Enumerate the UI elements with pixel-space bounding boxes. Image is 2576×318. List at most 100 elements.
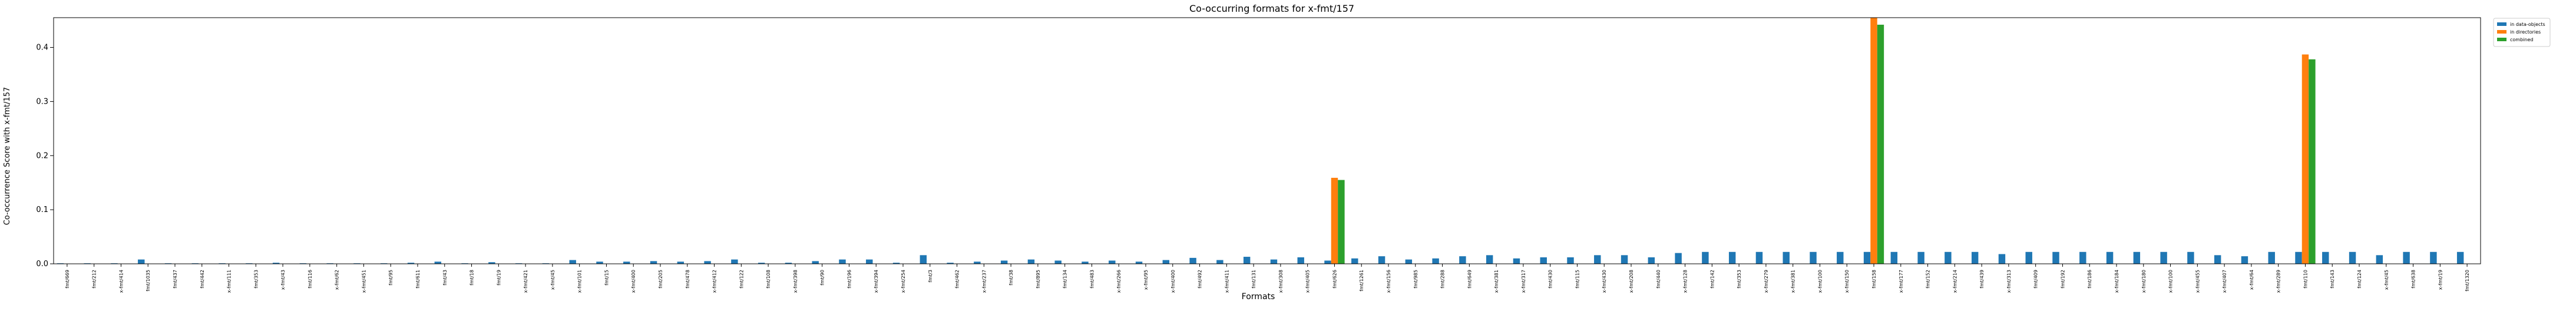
bar-in-data-objects: [2052, 251, 2059, 264]
x-tick-label: x-fmt/64: [2249, 270, 2254, 290]
x-tick-label: fmt/353: [253, 270, 259, 289]
legend-box: [2493, 18, 2551, 47]
x-tick-label: x-fmt/266: [1116, 270, 1122, 293]
legend: in data-objects in directories combined: [2493, 18, 2551, 47]
x-tick-label: x-fmt/421: [523, 270, 528, 293]
bar-in-data-objects: [2241, 256, 2248, 264]
x-tick-label: fmt/18: [469, 270, 475, 286]
bar-in-data-objects: [2214, 255, 2221, 264]
legend-label: in data-objects: [2510, 22, 2545, 27]
bar-in-data-objects: [1648, 257, 1655, 264]
bar-in-data-objects: [1567, 257, 1574, 264]
x-tick-label: fmt/462: [955, 270, 960, 289]
x-tick-label: fmt/1035: [146, 270, 151, 292]
bar-in-data-objects: [1675, 253, 1682, 264]
bar-in-data-objects: [2187, 251, 2194, 264]
x-tick-label: x-fmt/411: [1224, 270, 1229, 293]
x-tick-label: fmt/353: [1737, 270, 1742, 289]
x-tick-label: fmt/478: [685, 270, 690, 289]
x-tick-label: fmt/442: [200, 270, 205, 289]
x-tick-label: x-fmt/45: [550, 270, 555, 290]
legend-swatch-in-directories: [2497, 30, 2506, 34]
bar-in-data-objects: [434, 261, 442, 264]
bar-in-data-objects: [1702, 251, 1709, 264]
x-tick-label: x-fmt/208: [1629, 270, 1634, 293]
bar-in-directories: [1870, 18, 1877, 264]
x-tick-label: x-fmt/128: [1683, 270, 1688, 293]
bar-in-data-objects: [1728, 251, 1736, 264]
bar-in-data-objects: [2403, 251, 2410, 264]
x-tick-label: fmt/288: [1440, 270, 1446, 289]
x-tick-label: x-fmt/381: [1494, 270, 1499, 293]
x-tick-label: x-fmt/254: [901, 270, 906, 293]
x-tick-label: fmt/158: [1871, 270, 1877, 289]
x-tick-label: x-fmt/43: [280, 270, 286, 290]
x-tick-label: fmt/205: [658, 270, 663, 289]
x-tick-label: fmt/142: [1709, 270, 1715, 289]
bar-combined: [1338, 180, 1345, 264]
bar-in-data-objects: [839, 259, 846, 264]
bar-in-data-objects: [596, 261, 603, 264]
x-tick-label: x-fmt/412: [712, 270, 717, 293]
bar-in-data-objects: [1621, 255, 1628, 264]
chart-title: Co-occurring formats for x-fmt/157: [1189, 3, 1354, 14]
x-tick-label: fmt/483: [1089, 270, 1094, 289]
bar-in-directories: [2301, 54, 2309, 264]
x-tick-label: fmt/439: [1979, 270, 1985, 289]
y-tick-label: 0.4: [36, 44, 48, 52]
x-tick-label: fmt/43: [442, 270, 448, 286]
bar-in-data-objects: [650, 261, 657, 264]
bar-in-data-objects: [2079, 251, 2086, 264]
x-tick-label: x-fmt/180: [2141, 270, 2147, 293]
x-tick-label: fmt/15: [604, 270, 609, 286]
y-tick-label: 0.2: [36, 151, 48, 160]
x-tick-label: fmt/1320: [2465, 270, 2470, 292]
bar-in-data-objects: [1135, 261, 1143, 264]
bar-in-data-objects: [1513, 258, 1520, 264]
plot-frame: [53, 17, 2481, 264]
legend-label: combined: [2510, 37, 2533, 42]
bar-in-data-objects: [1837, 251, 1844, 264]
x-tick-label: x-fmt/398: [793, 270, 798, 293]
x-tick-label: fmt/409: [2033, 270, 2039, 289]
bar-in-data-objects: [2106, 251, 2114, 264]
x-tick-label: fmt/196: [846, 270, 852, 289]
x-tick-label: x-fmt/177: [1899, 270, 1904, 293]
bar-in-data-objects: [1027, 259, 1035, 264]
bar-in-data-objects: [2322, 251, 2329, 264]
bar-in-data-objects: [2025, 251, 2032, 264]
bar-in-data-objects: [1378, 256, 1385, 264]
x-tick-label: x-fmt/19: [2438, 270, 2443, 290]
bar-in-data-objects: [974, 261, 981, 264]
x-tick-label: x-fmt/100: [2168, 270, 2174, 293]
x-tick-label: x-fmt/279: [1764, 270, 1769, 293]
x-tick-label: x-fmt/451: [361, 270, 366, 293]
bar-in-data-objects: [812, 261, 819, 264]
x-tick-label: fmt/124: [2357, 270, 2362, 289]
bar-in-data-objects: [2430, 251, 2437, 264]
bar-in-data-objects: [1432, 258, 1439, 264]
plot-area: 0.0 0.1 0.2 0.3 0.4 fmt/669 fmt/212 x-fmt/414 fm…: [36, 17, 2481, 293]
bar-in-data-objects: [272, 263, 280, 264]
bar-in-data-objects: [1351, 258, 1358, 264]
bar-in-data-objects: [1810, 251, 1817, 264]
bar-in-directories: [1331, 177, 1338, 264]
bar-in-data-objects: [1863, 251, 1871, 264]
x-tick-label: x-fmt/95: [1143, 270, 1149, 290]
bar-in-data-objects: [2376, 255, 2383, 264]
x-tick-label: x-fmt/45: [2384, 270, 2389, 290]
bar-in-data-objects: [1216, 260, 1223, 264]
x-tick-label: x-fmt/317: [1521, 270, 1526, 293]
x-tick-label: fmt/122: [739, 270, 744, 289]
bar-in-data-objects: [623, 261, 630, 264]
bar-in-data-objects: [1270, 259, 1278, 264]
bar-in-data-objects: [677, 261, 684, 264]
bar-in-data-objects: [1162, 260, 1170, 264]
y-tick-label: 0.0: [36, 260, 48, 269]
bar-in-data-objects: [1783, 251, 1790, 264]
x-tick-label: x-fmt/111: [227, 270, 232, 293]
legend-swatch-combined: [2497, 38, 2506, 41]
x-tick-label: fmt/440: [1656, 270, 1661, 289]
